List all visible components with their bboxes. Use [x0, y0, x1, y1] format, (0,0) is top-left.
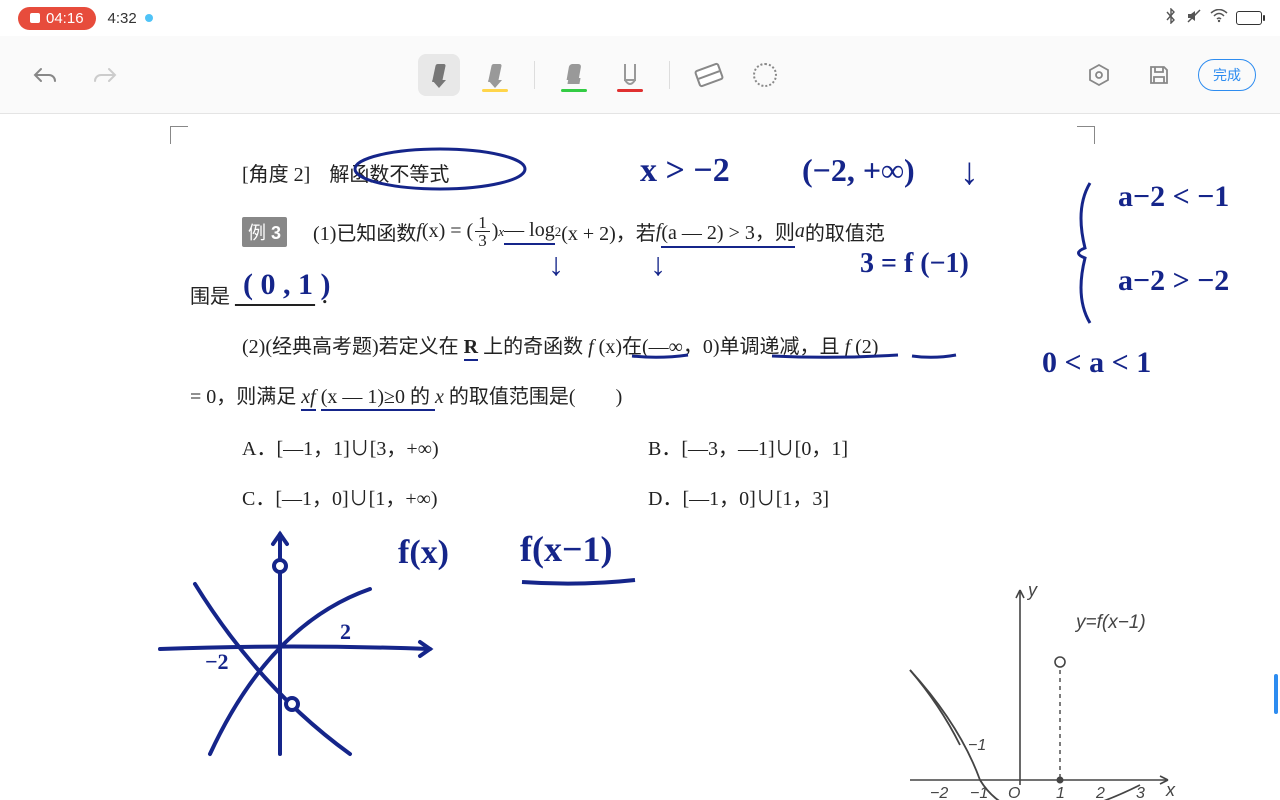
q1-lead: (1)已知函数 [313, 217, 416, 246]
wifi-icon [1210, 9, 1228, 27]
hand-two-label: 2 [340, 619, 351, 645]
status-bar: 04:16 4:32 [0, 0, 1280, 36]
highlighter-red-tool[interactable] [609, 54, 651, 96]
svg-text:3: 3 [1136, 785, 1145, 800]
printed-graph: y x y=f(x−1) −2 −1 O 1 2 3 −1 [900, 570, 1180, 800]
heading-prefix: [角度 2] [242, 164, 310, 186]
hand-r1: a−2 < −1 [1118, 180, 1229, 214]
scroll-indicator [1274, 674, 1278, 714]
hand-ellipse [350, 144, 540, 194]
svg-text:O: O [1008, 785, 1020, 800]
done-button[interactable]: 完成 [1198, 59, 1256, 91]
graph-y-label: y [1026, 580, 1038, 600]
graph-x-label: x [1165, 780, 1176, 800]
hand-down-arrow: ↓ [960, 150, 979, 194]
hand-answer-range: ( 0 , 1 ) [243, 268, 330, 302]
hand-brace [1070, 178, 1100, 328]
graph-curve-label: y=f(x−1) [1074, 612, 1146, 633]
svg-text:−2: −2 [930, 785, 948, 800]
hand-underline [630, 352, 690, 360]
svg-text:−1: −1 [968, 737, 986, 754]
settings-icon[interactable] [1078, 54, 1120, 96]
hand-neg2-label: −2 [205, 649, 229, 675]
hand-fx-label: f(x) [398, 534, 449, 572]
hand-underline [770, 352, 900, 360]
record-icon [30, 13, 40, 23]
battery-icon [1236, 11, 1262, 25]
page-corner-mark [1077, 126, 1095, 144]
status-right [1164, 8, 1262, 28]
option-d: D．[—1，0]∪[1，3] [648, 482, 829, 511]
pen-blue-tool[interactable] [418, 54, 460, 96]
hand-down-arrow: ↓ [548, 246, 564, 283]
bluetooth-icon [1164, 8, 1178, 28]
recording-time: 04:16 [46, 10, 84, 27]
hand-underline [520, 576, 640, 588]
hand-r3: 0 < a < 1 [1042, 346, 1151, 380]
save-icon[interactable] [1138, 54, 1180, 96]
example-tag: 例 3 [242, 217, 287, 247]
hand-fx1-label: f(x−1) [520, 528, 612, 570]
hand-x-gt: x > −2 [640, 152, 730, 190]
svg-text:1: 1 [1056, 785, 1065, 800]
hand-interval: (−2, +∞) [802, 152, 915, 189]
option-c: C．[—1，0]∪[1，+∞) [242, 482, 438, 511]
eraser-tool[interactable] [688, 54, 730, 96]
separator [669, 61, 670, 89]
page-corner-mark [170, 126, 188, 144]
status-dot-icon [145, 14, 153, 22]
recording-badge: 04:16 [18, 7, 96, 30]
pen-yellow-tool[interactable] [474, 54, 516, 96]
separator [534, 61, 535, 89]
clock-time: 4:32 [108, 10, 137, 27]
svg-text:−1: −1 [970, 785, 988, 800]
hand-sketch-graph [140, 514, 440, 774]
hand-three-eq: 3 = f (−1) [860, 248, 969, 280]
redo-button[interactable] [84, 54, 126, 96]
hand-r2: a−2 > −2 [1118, 264, 1229, 298]
option-a: A．[—1，1]∪[3，+∞) [242, 432, 439, 461]
mute-icon [1186, 8, 1202, 28]
lasso-tool[interactable] [744, 54, 786, 96]
undo-button[interactable] [24, 54, 66, 96]
option-b: B．[—3，—1]∪[0，1] [648, 432, 848, 461]
svg-text:2: 2 [1095, 785, 1105, 800]
canvas[interactable]: [角度 2] 解函数不等式 例 3 (1)已知函数 f (x) = ( 13 )… [0, 114, 1280, 800]
q2-line2: = 0，则满足 xf (x — 1)≥0 的 x 的取值范围是( ) [190, 380, 622, 409]
highlighter-green-tool[interactable] [553, 54, 595, 96]
toolbar: 完成 [0, 36, 1280, 114]
hand-down-arrow: ↓ [650, 246, 666, 283]
hand-underline [910, 352, 958, 360]
example-line: 例 3 (1)已知函数 f (x) = ( 13 ) x — log 2 (x … [242, 214, 885, 249]
